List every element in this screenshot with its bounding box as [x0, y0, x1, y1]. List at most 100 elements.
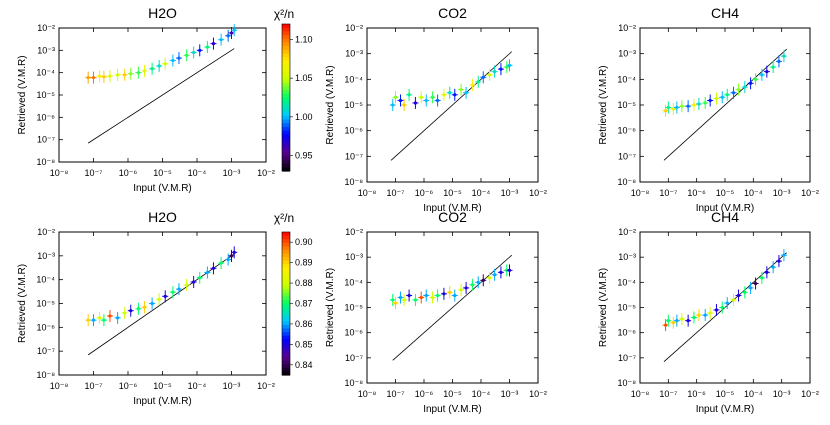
point-marker	[419, 95, 423, 99]
x-tick-label: 10⁻²	[801, 389, 819, 399]
x-axis-label: Input (V.M.R)	[423, 203, 482, 214]
point-marker	[150, 67, 154, 71]
x-tick-label: 10⁻⁶	[119, 381, 138, 391]
colorbar-segment	[282, 303, 290, 308]
panel-title: CO2	[438, 209, 467, 225]
point-marker	[692, 103, 696, 107]
point-marker	[720, 95, 724, 99]
point-marker	[108, 74, 112, 78]
data-point	[429, 291, 436, 304]
point-marker	[459, 288, 463, 292]
x-tick-label: 10⁻⁷	[659, 389, 677, 399]
colorbar-segment	[282, 126, 290, 132]
x-tick-label: 10⁻⁴	[472, 389, 491, 399]
point-marker	[697, 313, 701, 317]
y-axis-label: Retrieved (V.M.R)	[325, 65, 336, 144]
colorbar-segment	[282, 264, 290, 269]
data-point	[486, 271, 493, 284]
data-point	[685, 314, 692, 327]
data-point	[429, 91, 436, 104]
point-marker	[731, 298, 736, 302]
colorbar-segment	[282, 156, 290, 161]
panel-ch4-row2: CH4 10⁻⁸ 10⁻⁷ 10⁻⁶ 10⁻⁵ 10⁻⁴ 10⁻³ 10⁻² 10⁻² 10⁻³ 1…	[598, 209, 819, 415]
data-point	[719, 301, 726, 314]
point-marker	[229, 254, 234, 258]
data-point	[486, 68, 493, 81]
colorbar-segment	[282, 35, 290, 40]
data-point	[770, 261, 777, 274]
colorbar-segment	[282, 253, 290, 258]
point-marker	[86, 76, 90, 80]
colorbar-segment	[282, 112, 290, 117]
x-tick-label: 10⁻²	[257, 381, 275, 391]
data-point	[392, 297, 399, 310]
point-marker	[398, 295, 403, 300]
y-tick-label: 10⁻²	[345, 227, 363, 237]
point-marker	[211, 266, 216, 270]
data-point	[389, 293, 396, 306]
colorbar-segment	[282, 86, 290, 91]
y-tick-label: 10⁻⁸	[344, 378, 363, 388]
data-point	[713, 303, 720, 316]
point-marker	[419, 295, 423, 300]
data-point	[392, 91, 399, 104]
y-axis-label: Retrieved (V.M.R)	[17, 55, 28, 134]
point-marker	[232, 28, 236, 32]
x-tick-label: 10⁻⁵	[443, 188, 462, 198]
y-tick-label: 10⁻⁷	[618, 353, 636, 363]
y-tick-label: 10⁻³	[345, 49, 363, 59]
point-marker	[393, 301, 398, 305]
colorbar-segment	[282, 364, 290, 369]
x-tick-label: 10⁻⁴	[744, 188, 763, 198]
x-tick-label: 10⁻²	[529, 389, 547, 399]
point-marker	[150, 301, 154, 306]
point-marker	[157, 297, 161, 301]
colorbar-segment	[282, 274, 290, 280]
colorbar-segment	[282, 53, 290, 58]
x-tick-label: 10⁻⁸	[358, 389, 377, 399]
data-point	[231, 24, 238, 37]
point-marker	[398, 98, 403, 103]
point-marker	[219, 261, 223, 265]
point-marker	[129, 72, 133, 76]
colorbar-segment	[282, 60, 290, 66]
data-point	[497, 63, 504, 76]
point-marker	[171, 290, 175, 294]
x-axis-label: Input (V.M.R)	[423, 404, 482, 415]
point-marker	[507, 268, 512, 272]
data-point	[491, 65, 498, 78]
point-marker	[91, 76, 96, 80]
colorbar-segment	[282, 299, 290, 305]
data-point	[758, 271, 765, 284]
data-point	[218, 257, 225, 270]
data-point	[90, 71, 97, 84]
y-tick-label: 10⁻⁴	[344, 74, 363, 84]
point-marker	[97, 316, 102, 320]
data-point	[763, 266, 770, 279]
data-point	[730, 293, 737, 306]
data-point	[406, 289, 413, 302]
y-tick-label: 10⁻⁵	[618, 100, 637, 110]
data-point	[747, 77, 754, 90]
panel-title: H2O	[148, 5, 177, 21]
point-marker	[692, 315, 696, 320]
colorbar-segment	[282, 159, 290, 165]
colorbar-title: χ²/n	[274, 211, 294, 225]
data-point	[418, 91, 425, 104]
point-marker	[680, 104, 684, 108]
data-point	[169, 286, 176, 299]
colorbar-segment	[282, 321, 290, 326]
colorbar-row1: χ²/n 1.10 1.05 1.00 0.95	[274, 7, 313, 172]
one-to-one-line	[663, 252, 787, 363]
point-marker	[435, 293, 440, 298]
point-marker	[453, 293, 457, 298]
colorbar-segment	[282, 242, 290, 247]
point-marker	[663, 109, 668, 113]
colorbar-segment	[282, 267, 290, 272]
colorbar-segment	[282, 38, 290, 43]
y-axis-label: Retrieved (V.M.R)	[598, 268, 609, 347]
data-point	[780, 50, 787, 63]
colorbar-segment	[282, 137, 290, 143]
data-point	[210, 37, 217, 50]
x-tick-label: 10⁻⁸	[631, 188, 650, 198]
